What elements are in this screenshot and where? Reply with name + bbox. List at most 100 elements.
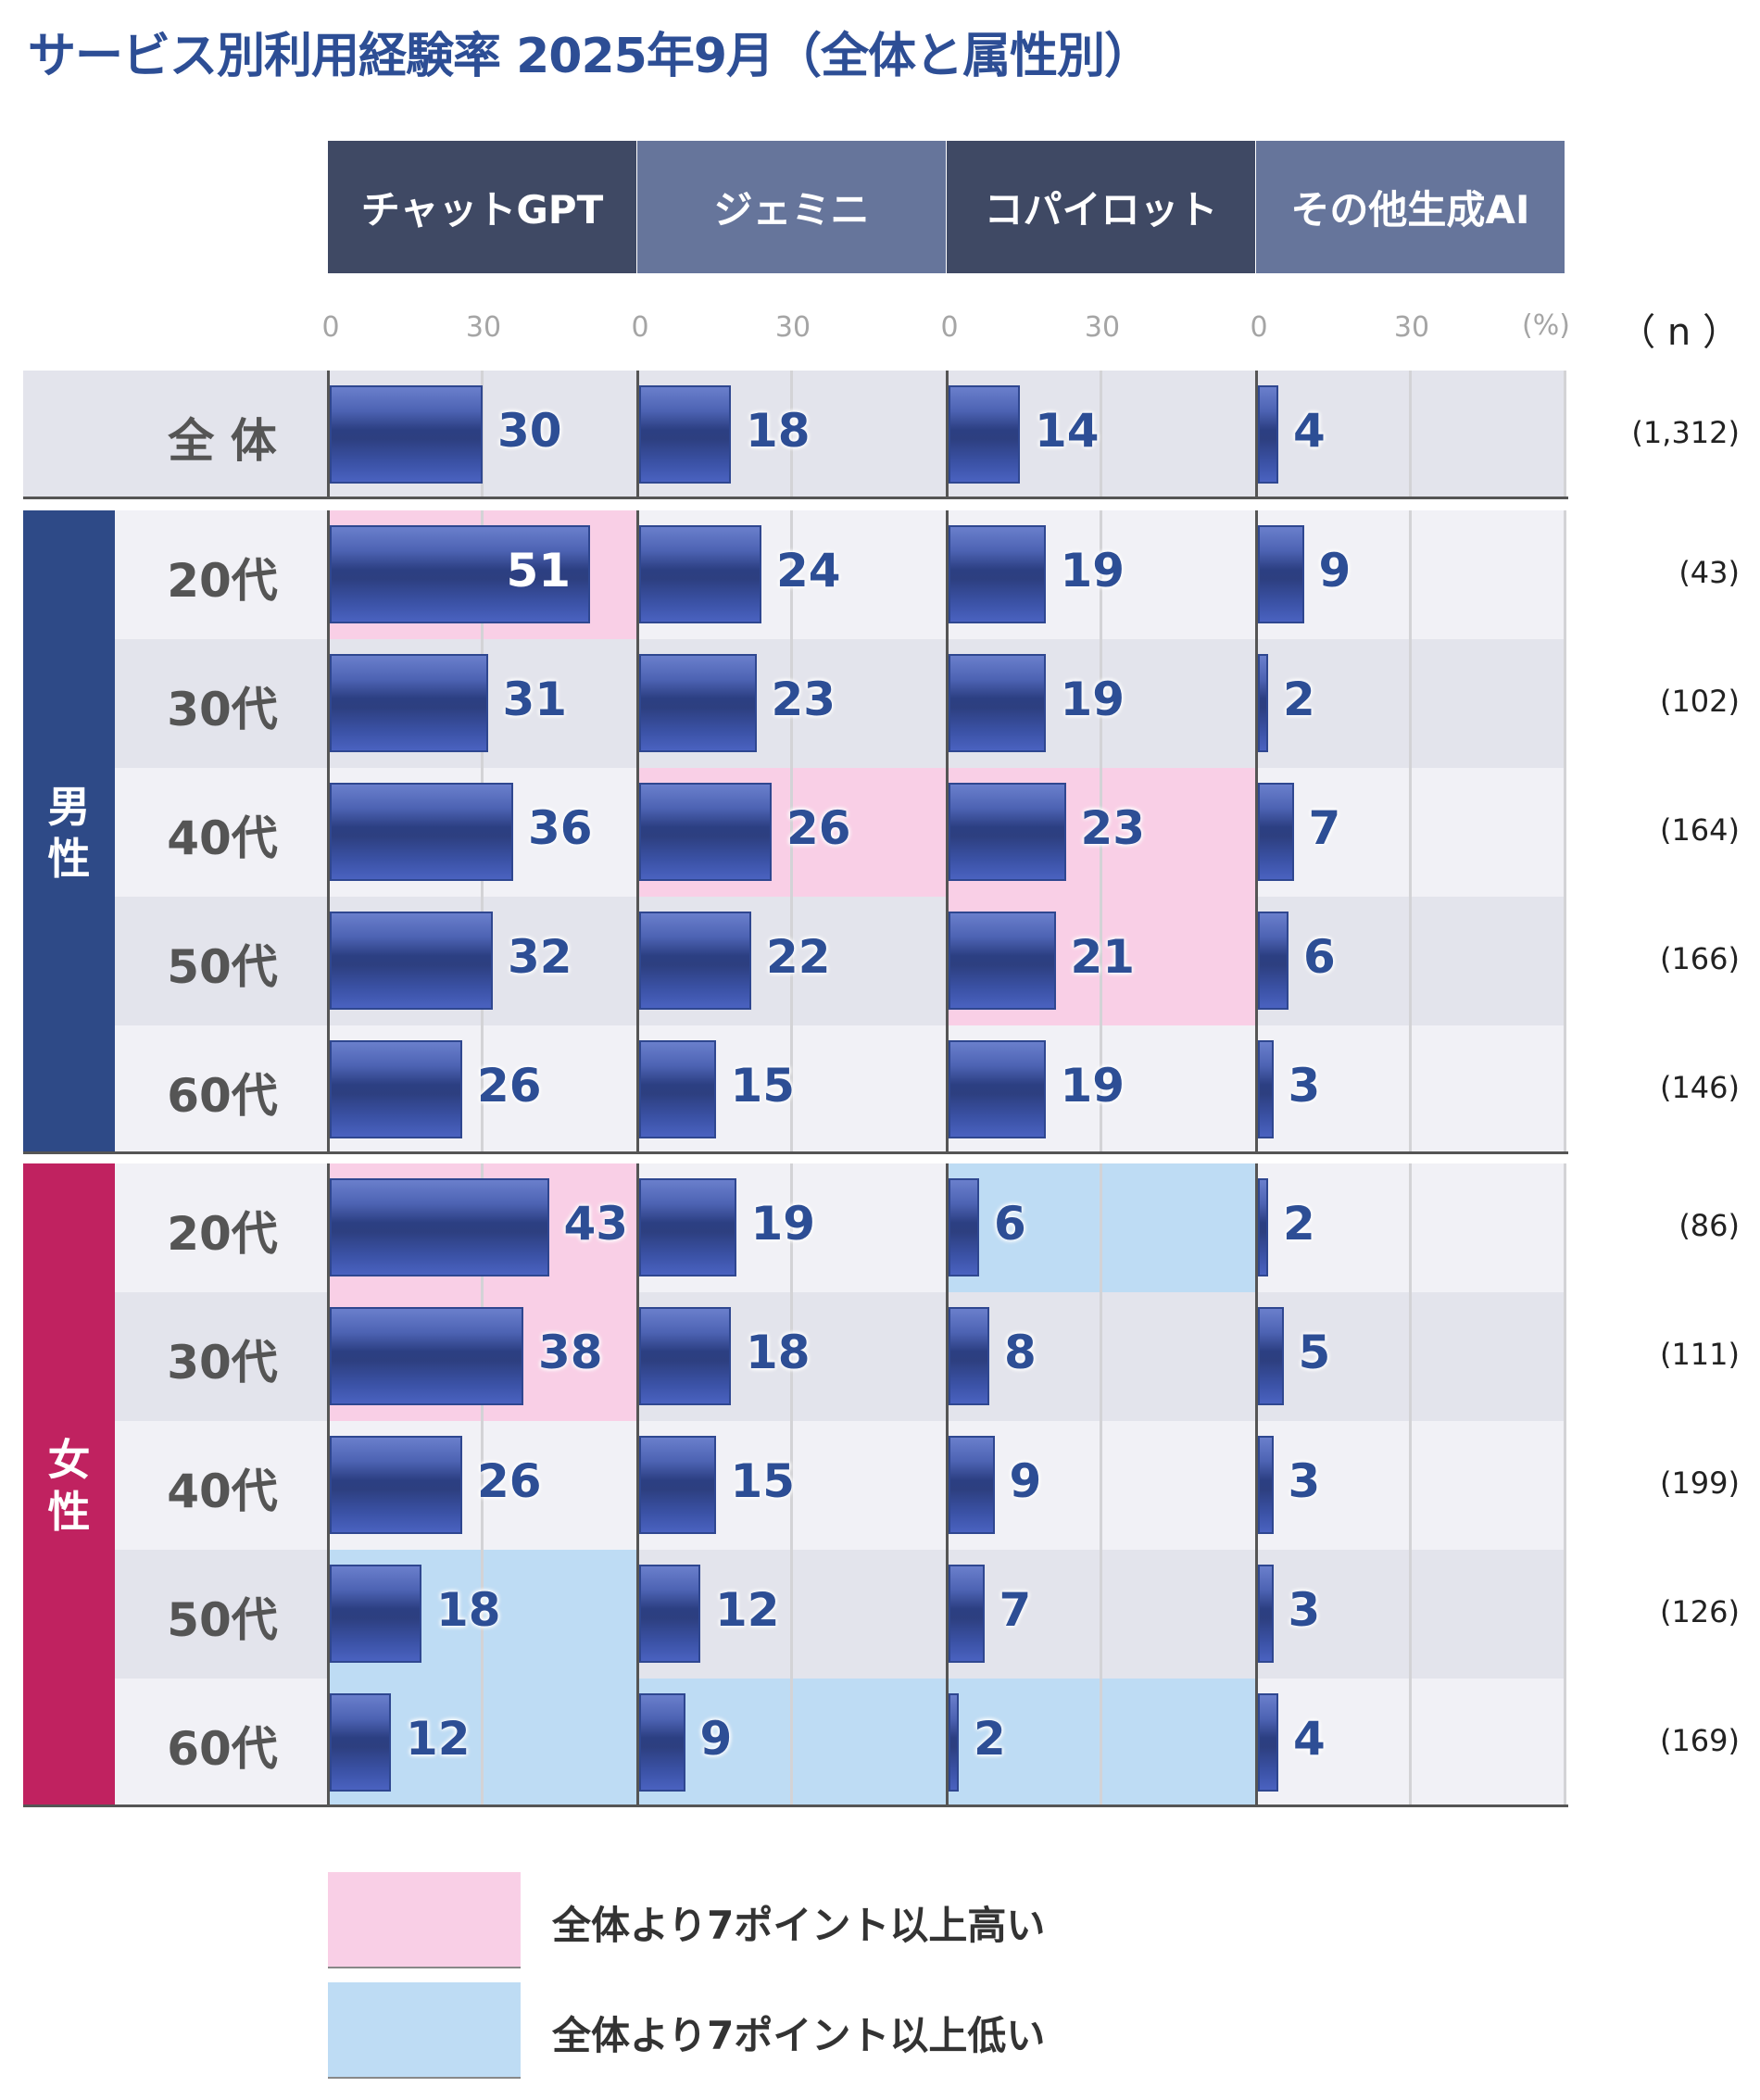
bar xyxy=(1258,654,1268,752)
bar xyxy=(330,654,488,752)
value-label: 26 xyxy=(477,1454,542,1508)
value-label: 9 xyxy=(1009,1454,1042,1508)
value-label: 7 xyxy=(1308,801,1341,855)
axis-line xyxy=(946,1550,949,1679)
value-label: 8 xyxy=(1004,1326,1037,1379)
gender-label: 女性 xyxy=(23,1163,115,1807)
bar xyxy=(949,1565,985,1663)
n-value: (146) xyxy=(1659,1070,1740,1105)
n-value: (86) xyxy=(1678,1208,1740,1243)
value-label: 14 xyxy=(1035,404,1100,458)
gridline-30 xyxy=(790,768,793,897)
axis-line xyxy=(1255,510,1258,639)
axis-line xyxy=(636,1550,639,1679)
chart-title: サービス別利用経験率 2025年9月（全体と属性別） xyxy=(28,29,1152,84)
value-label: 2 xyxy=(1283,673,1315,726)
axis-line xyxy=(1255,1679,1258,1807)
gridline-30 xyxy=(1409,371,1412,499)
axis-line xyxy=(327,639,330,768)
service-header: コパイロット xyxy=(947,141,1255,273)
unit-label: (%) xyxy=(1522,309,1570,342)
axis-line xyxy=(327,897,330,1025)
bar xyxy=(330,1436,462,1534)
separator xyxy=(23,497,1568,499)
value-label: 2 xyxy=(974,1712,1006,1766)
value-label: 7 xyxy=(999,1583,1032,1637)
gridline-30 xyxy=(790,1163,793,1292)
bar xyxy=(330,1693,391,1792)
tick-label: 0 xyxy=(940,311,959,344)
value-label: 4 xyxy=(1293,404,1326,458)
n-header: （ n ） xyxy=(1618,311,1740,354)
gridline-30 xyxy=(790,1550,793,1679)
value-label: 19 xyxy=(1060,1059,1125,1113)
bar xyxy=(330,1178,549,1276)
bar xyxy=(330,1565,421,1663)
bar xyxy=(949,1040,1046,1138)
right-edge xyxy=(1564,1550,1566,1679)
n-value: (164) xyxy=(1659,812,1740,848)
value-label: 2 xyxy=(1283,1197,1315,1251)
service-header: その他生成AI xyxy=(1256,141,1565,273)
right-edge xyxy=(1564,1292,1566,1421)
bar xyxy=(1258,783,1294,881)
bar xyxy=(639,1565,700,1663)
value-label: 36 xyxy=(528,801,593,855)
tick-label: 30 xyxy=(1084,311,1121,344)
gender-label: 男性 xyxy=(23,510,115,1154)
gridline-30 xyxy=(1409,768,1412,897)
n-value: (1,312) xyxy=(1631,415,1740,450)
age-label: 50代 xyxy=(167,940,278,994)
right-edge xyxy=(1564,639,1566,768)
gridline-30 xyxy=(1100,1679,1102,1807)
legend-label: 全体より7ポイント以上高い xyxy=(552,1903,1046,1948)
bar xyxy=(639,654,757,752)
axis-line xyxy=(1255,639,1258,768)
axis-line xyxy=(636,639,639,768)
gridline-30 xyxy=(481,1421,484,1550)
value-label: 3 xyxy=(1288,1059,1321,1113)
age-label: 20代 xyxy=(167,554,278,608)
bar xyxy=(330,1307,523,1405)
axis-line xyxy=(1255,1292,1258,1421)
gridline-30 xyxy=(481,1550,484,1679)
right-edge xyxy=(1564,1025,1566,1154)
axis-line xyxy=(636,1163,639,1292)
age-label: 60代 xyxy=(167,1722,278,1776)
value-label: 18 xyxy=(746,1326,811,1379)
value-label: 12 xyxy=(715,1583,780,1637)
value-label: 18 xyxy=(436,1583,501,1637)
axis-line xyxy=(327,371,330,499)
value-label: 5 xyxy=(1298,1326,1331,1379)
bar xyxy=(639,912,751,1010)
value-label: 12 xyxy=(406,1712,471,1766)
gridline-30 xyxy=(1100,1025,1102,1154)
gridline-30 xyxy=(1409,510,1412,639)
axis-line xyxy=(327,1550,330,1679)
bar xyxy=(949,1693,959,1792)
n-value: (199) xyxy=(1659,1465,1740,1501)
gridline-30 xyxy=(1100,639,1102,768)
axis-line xyxy=(327,510,330,639)
age-label: 60代 xyxy=(167,1069,278,1123)
age-label: 30代 xyxy=(167,1336,278,1390)
value-label: 21 xyxy=(1070,930,1136,984)
axis-line xyxy=(1255,897,1258,1025)
gridline-30 xyxy=(1100,1421,1102,1550)
value-label: 23 xyxy=(1080,801,1146,855)
bar xyxy=(1258,1307,1284,1405)
bar xyxy=(1258,1693,1278,1792)
right-edge xyxy=(1564,1679,1566,1807)
value-label: 9 xyxy=(699,1712,733,1766)
value-label: 30 xyxy=(497,404,562,458)
bar xyxy=(639,1307,731,1405)
axis-line xyxy=(636,1025,639,1154)
tick-label: 0 xyxy=(321,311,340,344)
bar xyxy=(639,1436,716,1534)
axis-line xyxy=(636,1679,639,1807)
separator xyxy=(23,1151,1568,1154)
service-header: ジェミニ xyxy=(637,141,946,273)
bar xyxy=(330,912,493,1010)
n-value: (43) xyxy=(1678,555,1740,590)
bar xyxy=(949,1307,989,1405)
